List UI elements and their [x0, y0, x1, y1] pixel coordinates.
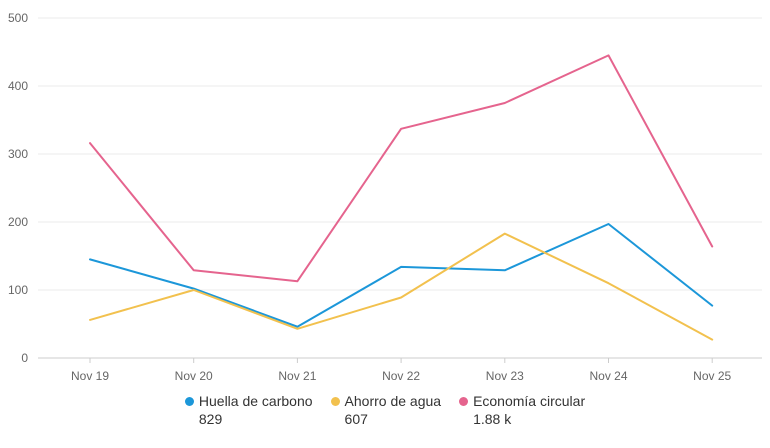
chart-legend: Huella de carbono 829 Ahorro de agua 607 Eco… [0, 392, 770, 428]
legend-swatch [184, 396, 194, 406]
series-line-2[interactable] [89, 232, 714, 341]
legend-label: Economía circular [473, 393, 586, 409]
x-tick-label: Nov 23 [486, 369, 524, 383]
x-tick-label: Nov 21 [278, 369, 316, 383]
x-tick-label: Nov 20 [175, 369, 213, 383]
series-line-1[interactable] [89, 223, 714, 328]
y-tick-label: 500 [8, 11, 28, 25]
legend-row: Huella de carbono [184, 392, 313, 410]
x-tick-label: Nov 25 [693, 369, 731, 383]
legend-label: Ahorro de agua [344, 393, 442, 409]
legend-item-1[interactable]: Huella de carbono 829 [184, 392, 313, 428]
y-tick-label: 200 [8, 215, 28, 229]
series-line-3[interactable] [89, 54, 714, 283]
y-axis: 0 100 200 300 400 500 [8, 11, 28, 365]
chart-grid [38, 17, 762, 291]
x-tick-label: Nov 19 [71, 369, 109, 383]
y-tick-label: 0 [21, 351, 28, 365]
legend-row: Ahorro de agua [330, 392, 442, 410]
x-axis: Nov 19 Nov 20 Nov 21 Nov 22 Nov 23 Nov 24 Nov … [38, 357, 762, 383]
chart-series [89, 54, 714, 341]
y-tick-label: 300 [8, 147, 28, 161]
legend-total: 607 [344, 411, 368, 427]
legend-label: Huella de carbono [198, 393, 313, 409]
legend-swatch [330, 396, 340, 406]
x-tick-label: Nov 24 [589, 369, 627, 383]
legend-swatch [459, 396, 469, 406]
y-tick-label: 100 [8, 283, 28, 297]
legend-total: 1.88 k [473, 411, 512, 427]
legend-item-2[interactable]: Ahorro de agua 607 [330, 392, 442, 428]
legend-total: 829 [198, 411, 223, 427]
legend-item-3[interactable]: Economía circular 1.88 k [459, 392, 585, 428]
x-tick-label: Nov 22 [382, 369, 420, 383]
y-tick-label: 400 [8, 79, 28, 93]
legend-row: Economía circular [459, 392, 585, 410]
